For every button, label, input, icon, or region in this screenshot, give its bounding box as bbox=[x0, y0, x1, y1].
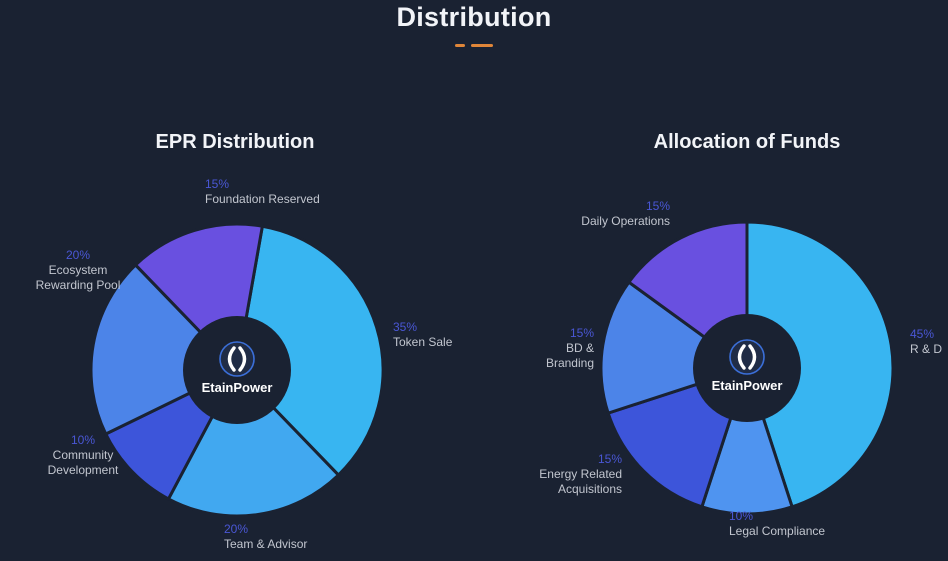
pie-center-label: EtainPower bbox=[712, 378, 783, 393]
pie-slice-bd-branding[interactable] bbox=[599, 280, 751, 416]
dash-segment-short bbox=[455, 44, 465, 47]
slice-label: Legal Compliance bbox=[729, 524, 826, 538]
pie-slice-legal-compliance[interactable] bbox=[699, 363, 795, 516]
epr-distribution-pie-chart[interactable]: EtainPower bbox=[87, 220, 387, 520]
chart-title-allocation-of-funds: Allocation of Funds bbox=[653, 131, 841, 153]
slice-label: Daily Operations bbox=[581, 214, 670, 228]
chart-title-epr-distribution: EPR Distribution bbox=[155, 131, 315, 153]
label-r-and-d: 45% R & D bbox=[910, 327, 942, 357]
slice-label: Community Development bbox=[47, 448, 119, 477]
label-foundation-reserved: 15% Foundation Reserved bbox=[205, 177, 320, 207]
label-community-development: 10% Community Development bbox=[33, 433, 133, 478]
slice-label: Token Sale bbox=[393, 335, 453, 349]
slice-label: R & D bbox=[910, 342, 943, 356]
label-team-advisor: 20% Team & Advisor bbox=[224, 522, 307, 552]
etainpower-logo-icon bbox=[729, 339, 765, 375]
pct-value: 10% bbox=[729, 509, 754, 523]
pie-center-label: EtainPower bbox=[202, 380, 273, 395]
pct-value: 20% bbox=[65, 248, 91, 262]
slice-label: Team & Advisor bbox=[224, 537, 308, 551]
label-token-sale: 35% Token Sale bbox=[393, 320, 452, 350]
page-title: Distribution bbox=[396, 2, 552, 32]
pct-value: 45% bbox=[910, 327, 935, 341]
label-bd-branding: 15% BD & Branding bbox=[524, 326, 594, 371]
pct-value: 20% bbox=[224, 522, 249, 536]
slice-label: Foundation Reserved bbox=[205, 192, 320, 206]
etainpower-logo-icon bbox=[219, 341, 255, 377]
pie-slice-r-d[interactable] bbox=[745, 220, 895, 509]
allocation-of-funds-pie-chart[interactable]: EtainPower bbox=[597, 218, 897, 518]
slice-label: BD & Branding bbox=[545, 341, 594, 370]
pct-value: 15% bbox=[645, 199, 670, 213]
pct-value: 15% bbox=[205, 177, 230, 191]
dash-segment-long bbox=[471, 44, 493, 47]
pct-value: 15% bbox=[597, 452, 622, 466]
etainpower-logo-mark bbox=[227, 346, 236, 372]
etainpower-logo-mark bbox=[737, 344, 746, 370]
label-daily-operations: 15% Daily Operations bbox=[540, 199, 670, 229]
label-legal-compliance: 10% Legal Compliance bbox=[729, 509, 825, 539]
pie-slice-ecosystem-rewarding-pool[interactable] bbox=[89, 262, 240, 437]
slice-label: Energy Related Acquisitions bbox=[539, 467, 622, 496]
etainpower-logo-mark bbox=[238, 346, 247, 372]
etainpower-logo-mark bbox=[748, 344, 757, 370]
pie-slice-token-sale[interactable] bbox=[235, 224, 385, 478]
pct-value: 35% bbox=[393, 320, 418, 334]
title-accent-dash bbox=[0, 44, 948, 47]
pie-slice-team-advisor[interactable] bbox=[166, 367, 341, 518]
label-energy-related-acquisitions: 15% Energy Related Acquisitions bbox=[512, 452, 622, 497]
label-ecosystem-rewarding-pool: 20% Ecosystem Rewarding Pool bbox=[28, 248, 128, 293]
pct-value: 15% bbox=[569, 326, 594, 340]
pct-value: 10% bbox=[70, 433, 96, 447]
slice-label: Ecosystem Rewarding Pool bbox=[35, 263, 121, 292]
